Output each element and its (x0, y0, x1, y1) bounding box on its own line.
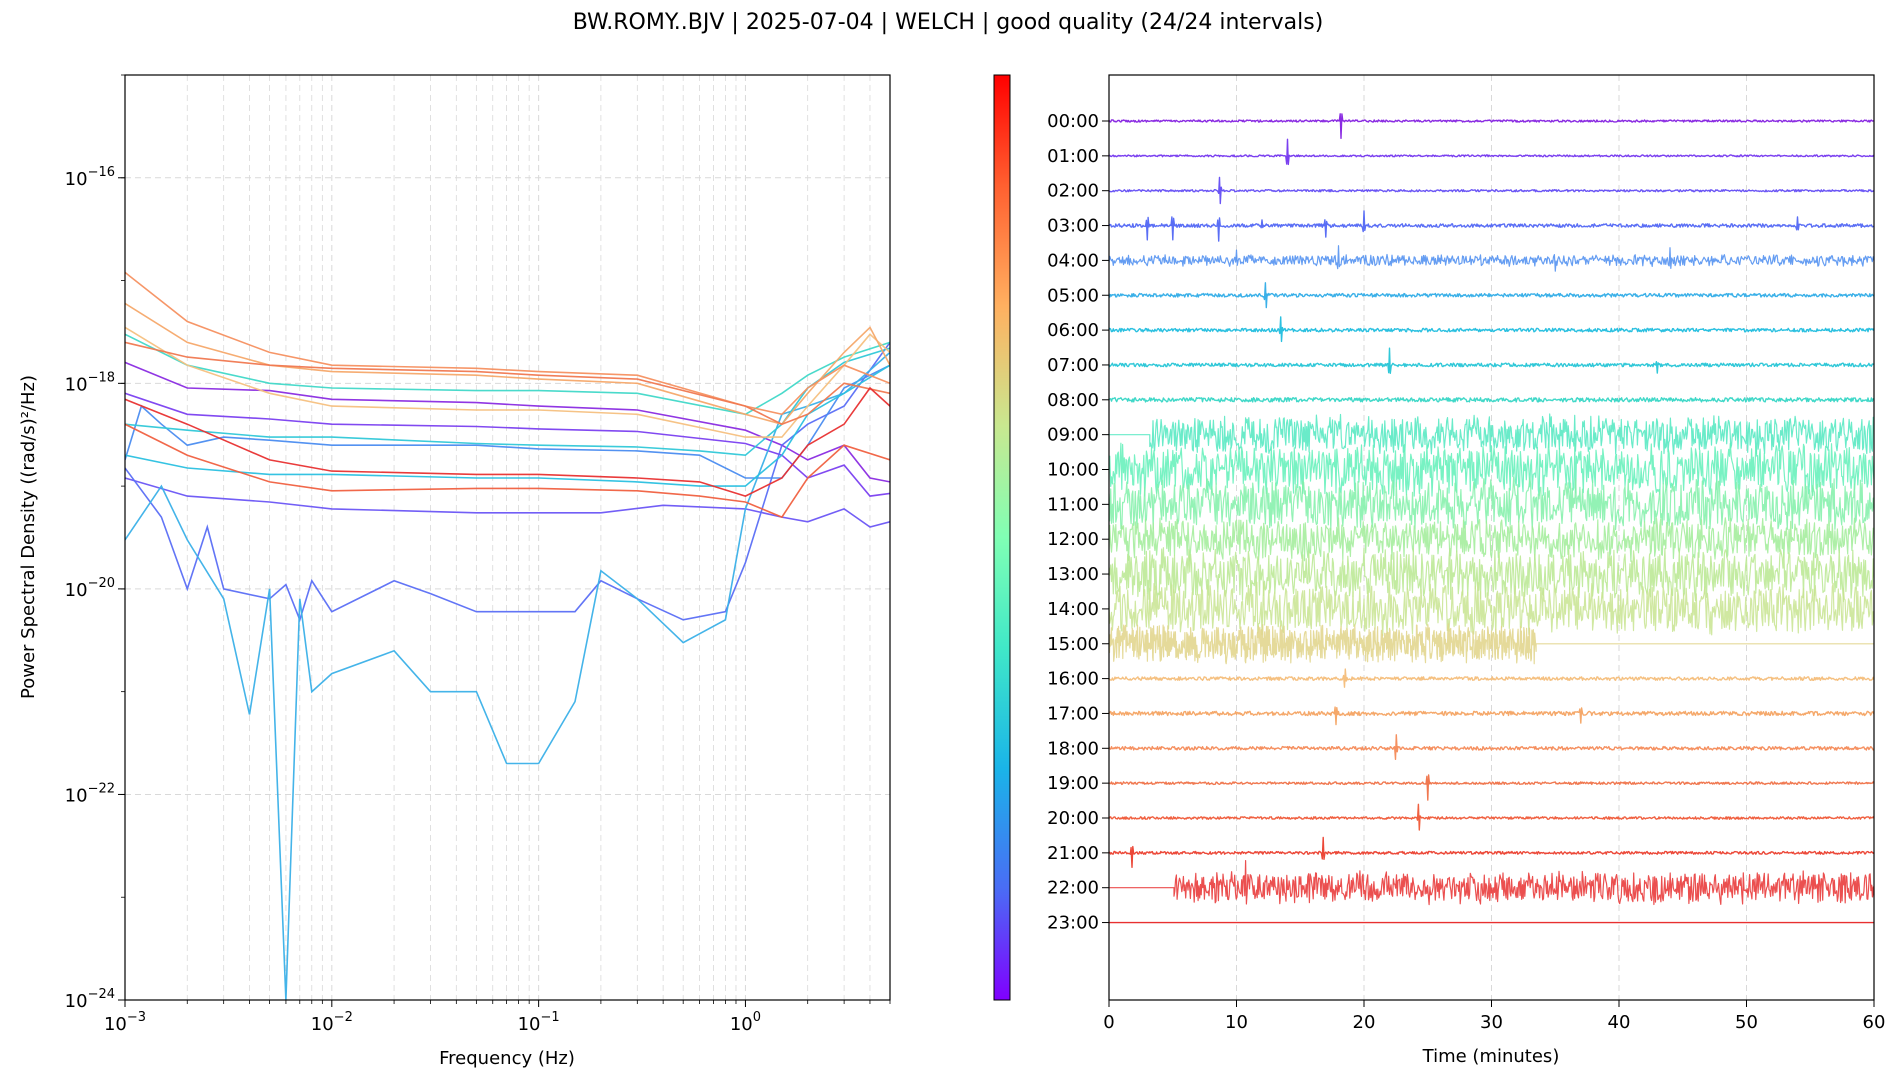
helicorder-trace-0300 (1109, 210, 1874, 242)
helicorder-x-tick-label: 40 (1608, 1012, 1631, 1033)
helicorder-trace-2200 (1109, 860, 1874, 906)
helicorder-trace-1800 (1109, 734, 1874, 760)
psd-series-line-01 (125, 392, 890, 497)
psd-panel: 10−3 10−2 10−1 100 10−24 10−22 10−20 10−18 10−16… (18, 13, 891, 1069)
helicorder-ticks: 00:00 01:00 02:00 03:00 04:00 05:00 06:00 07:00… (1047, 111, 1885, 1033)
psd-series-line-23 (125, 386, 890, 497)
helicorder-trace-0000 (1109, 113, 1874, 139)
helicorder-trace-1400 (1109, 581, 1874, 637)
figure-title: BW.ROMY..BJV | 2025-07-04 | WELCH | good… (572, 10, 1324, 35)
helicorder-trace-1000 (1109, 442, 1874, 497)
helicorder-trace-0200 (1109, 176, 1874, 205)
helicorder-row-label: 06:00 (1047, 320, 1099, 341)
helicorder-row-label: 23:00 (1047, 913, 1099, 934)
psd-x-tick-label: 100 (730, 1010, 761, 1035)
helicorder-trace-1700 (1109, 706, 1874, 726)
helicorder-trace-0100 (1109, 138, 1874, 166)
helicorder-trace-1500 (1109, 623, 1874, 665)
helicorder-row-label: 04:00 (1047, 250, 1099, 271)
psd-series-line-03 (125, 341, 890, 623)
helicorder-x-tick-label: 50 (1735, 1012, 1758, 1033)
psd-series-line-20 (125, 341, 890, 426)
helicorder-row-label: 11:00 (1047, 494, 1099, 515)
helicorder-row-label: 09:00 (1047, 425, 1099, 446)
helicorder-x-axis-label: Time (minutes) (1422, 1046, 1560, 1067)
psd-y-tick-label: 10−20 (65, 576, 115, 601)
psd-series-line-02 (125, 477, 890, 528)
psd-y-tick-label: 10−18 (65, 370, 115, 395)
psd-y-tick-label: 10−24 (65, 987, 115, 1012)
helicorder-row-label: 00:00 (1047, 111, 1099, 132)
psd-x-tick-label: 10−3 (104, 1010, 146, 1035)
psd-series-line-05 (125, 351, 890, 1000)
helicorder-x-tick-label: 60 (1863, 1012, 1886, 1033)
helicorder-trace-2000 (1109, 803, 1874, 831)
helicorder-x-tick-label: 20 (1353, 1012, 1376, 1033)
helicorder-trace-0800 (1109, 397, 1874, 403)
psd-x-axis-label: Frequency (Hz) (439, 1048, 575, 1069)
psd-series-line-19 (125, 271, 890, 416)
psd-series-line-09 (207, 13, 214, 26)
helicorder-row-label: 10:00 (1047, 460, 1099, 481)
psd-series-line-08 (125, 333, 890, 416)
psd-series-line-18 (125, 302, 890, 426)
helicorder-trace-2100 (1109, 836, 1874, 868)
helicorder-row-label: 02:00 (1047, 181, 1099, 202)
helicorder-row-label: 01:00 (1047, 146, 1099, 167)
helicorder-x-tick-label: 0 (1103, 1012, 1114, 1033)
helicorder-row-label: 05:00 (1047, 285, 1099, 306)
helicorder-trace-1600 (1109, 668, 1874, 688)
psd-axes-frame (124, 74, 891, 1001)
helicorder-trace-0500 (1109, 282, 1874, 309)
psd-lines (125, 13, 890, 1000)
helicorder-row-label: 17:00 (1047, 703, 1099, 724)
helicorder-row-label: 15:00 (1047, 634, 1099, 655)
helicorder-row-label: 16:00 (1047, 669, 1099, 690)
helicorder-row-label: 18:00 (1047, 738, 1099, 759)
helicorder-trace-1100 (1109, 476, 1874, 531)
helicorder-trace-1300 (1109, 547, 1874, 603)
psd-ticks: 10−3 10−2 10−1 100 10−24 10−22 10−20 10−18 10−16 (65, 74, 891, 1035)
helicorder-row-label: 03:00 (1047, 216, 1099, 237)
colorbar (993, 74, 1011, 1001)
helicorder-traces (1109, 113, 1874, 924)
helicorder-x-tick-label: 30 (1480, 1012, 1503, 1033)
helicorder-trace-0700 (1109, 347, 1874, 374)
psd-y-tick-label: 10−22 (65, 781, 115, 806)
helicorder-row-label: 13:00 (1047, 564, 1099, 585)
helicorder-row-label: 07:00 (1047, 355, 1099, 376)
psd-series-line-07 (125, 347, 890, 457)
helicorder-row-label: 21:00 (1047, 843, 1099, 864)
helicorder-trace-0600 (1109, 316, 1874, 343)
helicorder-x-tick-label: 10 (1225, 1012, 1248, 1033)
helicorder-row-label: 20:00 (1047, 808, 1099, 829)
helicorder-panel: 00:00 01:00 02:00 03:00 04:00 05:00 06:00 07:00… (1047, 74, 1885, 1067)
psd-y-axis-label: Power Spectral Density ((rad/s)²/Hz) (18, 375, 39, 699)
helicorder-trace-1900 (1109, 774, 1874, 801)
psd-x-tick-label: 10−2 (311, 1010, 353, 1035)
helicorder-row-label: 22:00 (1047, 878, 1099, 899)
psd-x-tick-label: 10−1 (518, 1010, 560, 1035)
helicorder-trace-1200 (1109, 517, 1874, 562)
helicorder-trace-0400 (1109, 245, 1874, 272)
psd-grid (124, 75, 891, 1001)
helicorder-trace-0900 (1109, 413, 1874, 455)
colorbar-gradient (993, 74, 1011, 1001)
helicorder-row-label: 08:00 (1047, 390, 1099, 411)
helicorder-row-label: 14:00 (1047, 599, 1099, 620)
psd-series-line-21 (125, 423, 890, 519)
helicorder-row-label: 12:00 (1047, 529, 1099, 550)
helicorder-row-label: 19:00 (1047, 773, 1099, 794)
psd-y-tick-label: 10−16 (65, 165, 115, 190)
